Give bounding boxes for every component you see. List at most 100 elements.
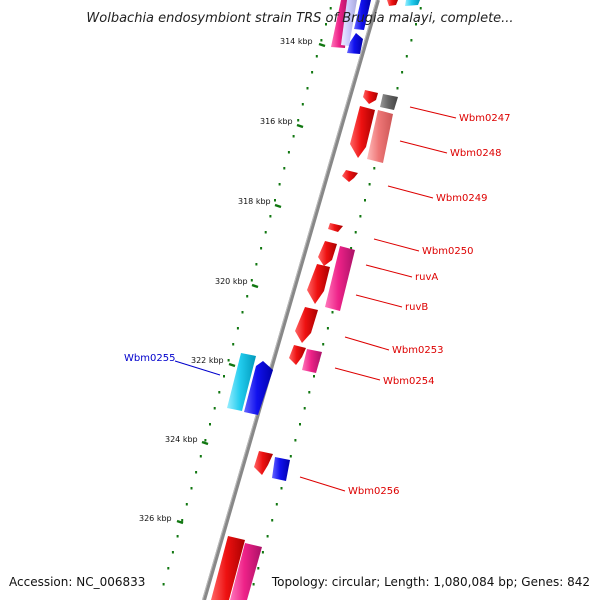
gene-label-wbm0255[interactable]: Wbm0255 [124, 353, 175, 364]
track-dot [204, 439, 207, 442]
track-dot [289, 455, 292, 458]
track-dot [325, 23, 327, 26]
track-dot [329, 7, 332, 10]
leader-line [334, 367, 381, 381]
gene-label-ruvb[interactable]: ruvB [405, 302, 428, 313]
gene-arrow-red[interactable] [350, 106, 375, 158]
gene-arrow-lavender[interactable] [341, 0, 357, 46]
tick-label-322: 322 kbp [191, 356, 224, 365]
track-dot [278, 183, 281, 186]
track-dot [171, 551, 174, 554]
track-dot [241, 311, 244, 314]
track-dot [292, 135, 295, 138]
tick-label-326: 326 kbp [139, 514, 172, 523]
track-dot [195, 471, 198, 474]
gene-arrow-red[interactable] [289, 345, 306, 365]
leader-line [355, 294, 403, 308]
track-dot [364, 199, 366, 202]
track-dot [373, 167, 376, 170]
tick-mark [176, 519, 184, 525]
leader-line [409, 106, 457, 119]
gene-label-wbm0249[interactable]: Wbm0249 [436, 193, 487, 204]
gene-arrow-red[interactable] [295, 307, 318, 343]
track-dot [308, 391, 311, 394]
track-dot [213, 407, 216, 410]
genome-backbone [202, 0, 380, 600]
track-dot [264, 231, 267, 234]
track-dot [283, 167, 286, 170]
gene-arrow-pink[interactable] [230, 543, 262, 600]
gene-label-wbm0256[interactable]: Wbm0256 [348, 486, 399, 497]
gene-arrow-red[interactable] [254, 451, 273, 475]
gene-arrow-red[interactable] [211, 536, 245, 600]
gene-arrow-red[interactable] [318, 241, 337, 266]
track-dot [280, 487, 283, 490]
track-dot [303, 407, 306, 410]
gene-arrow-blue[interactable] [347, 33, 363, 54]
leader-line [174, 360, 221, 376]
gene-label-wbm0253[interactable]: Wbm0253 [392, 345, 443, 356]
leader-line [399, 140, 448, 154]
gene-label-wbm0250[interactable]: Wbm0250 [422, 246, 473, 257]
tick-mark [318, 42, 326, 48]
track-dot [311, 71, 314, 74]
track-dot [368, 183, 371, 186]
gene-features [211, 0, 420, 600]
track-guide-left [162, 7, 332, 586]
gene-arrow-red[interactable] [342, 170, 358, 182]
gene-arrow-pink[interactable] [302, 349, 322, 373]
track-dot [227, 359, 230, 362]
track-dot [320, 39, 323, 42]
leader-line [344, 336, 390, 351]
tick-mark [274, 203, 282, 209]
track-dot [218, 391, 221, 394]
track-dot [354, 231, 357, 234]
gene-label-wbm0248[interactable]: Wbm0248 [450, 148, 501, 159]
gene-label-ruva[interactable]: ruvA [415, 272, 438, 283]
gene-arrow-red[interactable] [328, 223, 343, 232]
gene-arrow-red[interactable] [387, 0, 398, 6]
gene-arrow-salmon[interactable] [367, 110, 393, 163]
map-title: Wolbachia endosymbiont strain TRS of Bru… [86, 11, 513, 26]
gene-label-wbm0254[interactable]: Wbm0254 [383, 376, 434, 387]
track-dot [162, 583, 165, 586]
track-dot [167, 567, 170, 570]
tick-label-316: 316 kbp [260, 117, 293, 126]
label-leader-lines [174, 106, 457, 492]
track-dot [250, 279, 253, 282]
track-dot [223, 375, 225, 378]
tick-mark [228, 362, 236, 368]
track-dot [315, 55, 318, 58]
track-dot [287, 151, 290, 154]
gene-arrow-blue[interactable] [354, 0, 371, 30]
gene-arrow-cyan[interactable] [405, 0, 420, 6]
gene-arrow-red[interactable] [363, 90, 378, 104]
track-dot [415, 23, 417, 26]
track-dot [209, 423, 211, 426]
track-dot [410, 39, 413, 42]
track-dot [181, 519, 184, 522]
track-dot [299, 423, 301, 426]
tick-label-320: 320 kbp [215, 277, 248, 286]
track-dot [326, 327, 329, 330]
gene-arrow-blue[interactable] [272, 457, 290, 481]
track-dot [322, 343, 325, 346]
track-dot [359, 215, 362, 218]
track-dot [294, 439, 297, 442]
track-dot [331, 311, 334, 314]
topology-summary: Topology: circular; Length: 1,080,084 bp… [271, 575, 590, 589]
accession-text: Accession: NC_006833 [9, 575, 145, 589]
track-dot [269, 215, 272, 218]
gene-arrow-gray[interactable] [380, 94, 398, 110]
gene-label-wbm0247[interactable]: Wbm0247 [459, 113, 510, 124]
gene-arrow-red[interactable] [307, 264, 330, 304]
track-dot [313, 375, 315, 378]
track-dot [350, 247, 353, 250]
gene-arrow-pink[interactable] [325, 246, 355, 311]
gene-labels: Wbm0247 Wbm0248 Wbm0249 Wbm0250 ruvA ruv… [124, 113, 510, 497]
track-dot [271, 519, 274, 522]
track-dot [297, 119, 300, 122]
gene-arrow-blue[interactable] [244, 361, 273, 415]
gene-arrow-cyan[interactable] [227, 353, 256, 411]
track-dot [419, 7, 422, 10]
